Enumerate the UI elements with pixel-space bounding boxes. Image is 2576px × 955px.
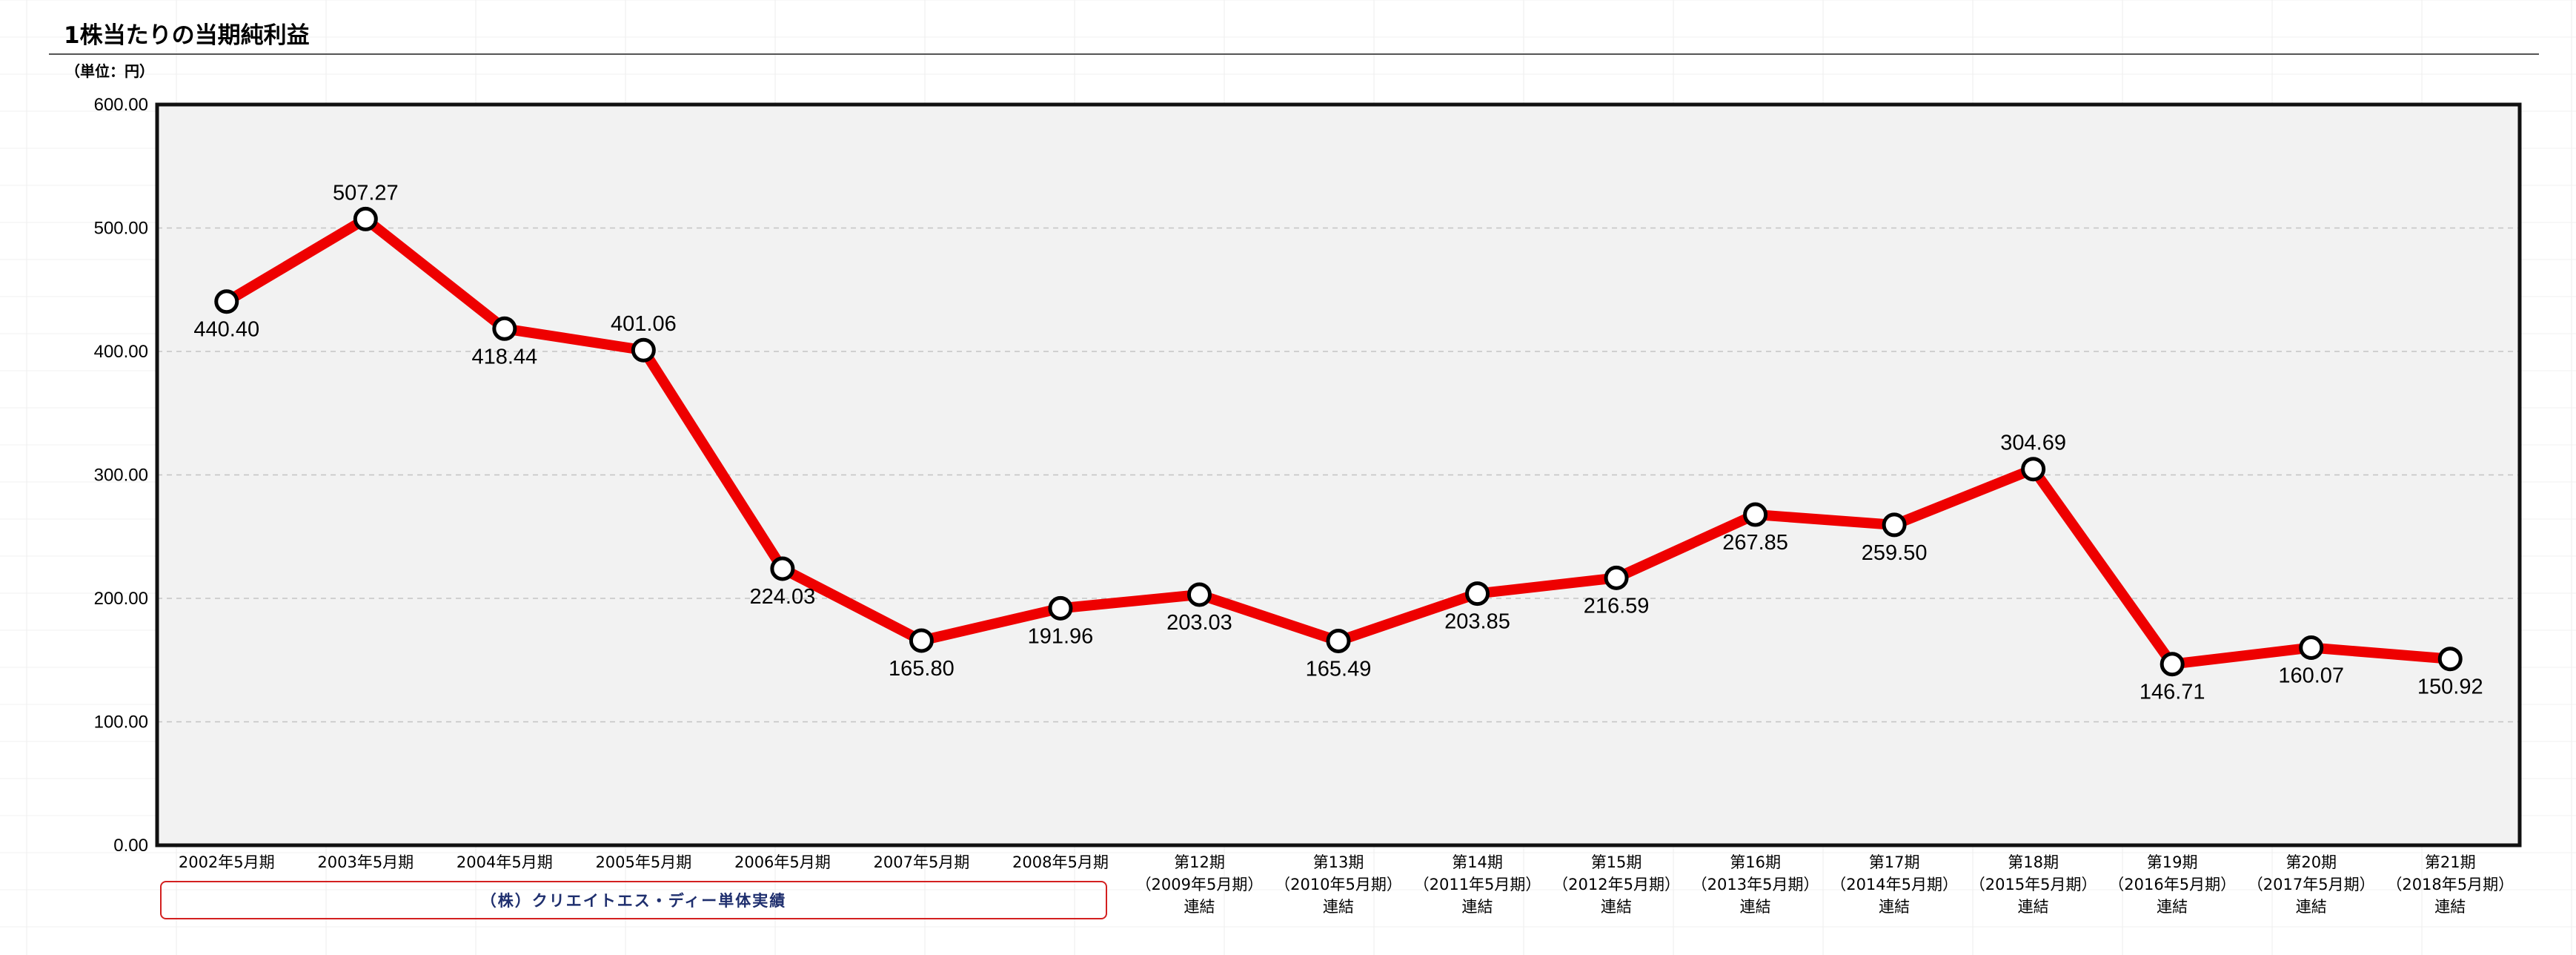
y-tick-label: 500.00 (94, 219, 148, 239)
data-label: 216.59 (1584, 594, 1650, 618)
x-tick-label: 連結 (2434, 898, 2466, 916)
x-tick-label: 2006年5月期 (734, 853, 831, 871)
x-tick-label: （2014年5月期） (1830, 876, 1958, 893)
data-point-marker (353, 206, 378, 231)
x-tick-label: 第20期 (2285, 853, 2337, 871)
data-label: 146.71 (2140, 681, 2205, 704)
data-point-marker (2437, 647, 2463, 672)
x-tick-label: 連結 (1323, 898, 1354, 916)
company-label: （株）クリエイトエス・ディー単体実績 (480, 892, 787, 910)
x-tick-label: 連結 (2296, 898, 2327, 916)
y-tick-label: 100.00 (94, 713, 148, 733)
data-label: 440.40 (193, 318, 259, 342)
x-tick-label: 第15期 (1591, 853, 1642, 871)
x-tick-label: （2012年5月期） (1553, 876, 1680, 893)
data-point-marker (1465, 581, 1490, 607)
title-divider (49, 53, 2539, 55)
x-tick-label: （2018年5月期） (2386, 876, 2514, 893)
data-point-marker (631, 337, 656, 363)
y-tick-label: 400.00 (94, 342, 148, 362)
data-label: 165.49 (1306, 657, 1372, 681)
x-tick-label: （2010年5月期） (1275, 876, 1402, 893)
y-tick-label: 200.00 (94, 589, 148, 609)
x-tick-label: 第12期 (1174, 853, 1225, 871)
x-tick-label: （2009年5月期） (1136, 876, 1264, 893)
data-label: 304.69 (2000, 432, 2066, 455)
data-point-marker (1048, 595, 1073, 621)
x-tick-label: （2017年5月期） (2248, 876, 2375, 893)
data-point-marker (1604, 565, 1629, 590)
data-label: 224.03 (750, 585, 816, 609)
y-tick-label: 300.00 (94, 466, 148, 486)
data-point-marker (909, 628, 934, 653)
data-point-marker (2021, 457, 2046, 482)
data-label: 203.03 (1166, 611, 1232, 635)
data-label: 401.06 (611, 312, 677, 336)
x-tick-label: （2015年5月期） (1970, 876, 2097, 893)
x-tick-label: 2007年5月期 (874, 853, 970, 871)
x-tick-label: 連結 (1740, 898, 1771, 916)
x-tick-label: 連結 (1601, 898, 1632, 916)
x-tick-label: 第16期 (1730, 853, 1781, 871)
y-tick-label: 0.00 (113, 836, 148, 856)
data-point-marker (1743, 502, 1768, 527)
unit-label: （単位：円） (65, 62, 154, 80)
x-tick-label: 第17期 (1869, 853, 1920, 871)
data-label: 267.85 (1722, 531, 1788, 555)
x-tick-label: （2013年5月期） (1692, 876, 1819, 893)
x-tick-label: 連結 (1462, 898, 1493, 916)
data-point-marker (1882, 512, 1907, 538)
data-point-marker (2160, 652, 2185, 677)
x-tick-label: 2003年5月期 (317, 853, 414, 871)
data-label: 191.96 (1028, 624, 1094, 648)
data-label: 418.44 (471, 345, 537, 369)
company-label-box: （株）クリエイトエス・ディー単体実績 (160, 881, 1107, 919)
data-point-marker (1186, 582, 1212, 607)
data-label: 165.80 (889, 657, 955, 681)
x-tick-label: 連結 (1879, 898, 1910, 916)
x-tick-label: （2016年5月期） (2108, 876, 2236, 893)
data-label: 507.27 (333, 181, 399, 205)
x-tick-label: 2004年5月期 (457, 853, 553, 871)
data-point-marker (2299, 635, 2324, 660)
x-tick-label: 第18期 (2008, 853, 2059, 871)
x-tick-label: 連結 (2018, 898, 2049, 916)
x-tick-label: 連結 (2157, 898, 2188, 916)
x-tick-label: 2002年5月期 (179, 853, 275, 871)
data-point-marker (770, 556, 795, 581)
x-tick-label: 第19期 (2147, 853, 2198, 871)
data-label: 259.50 (1862, 541, 1928, 565)
data-point-marker (214, 289, 239, 314)
page-title: 1株当たりの当期純利益 (64, 22, 310, 49)
x-tick-label: 第14期 (1452, 853, 1503, 871)
plot-border (155, 102, 2522, 847)
data-label: 150.92 (2417, 675, 2483, 699)
data-point-marker (1326, 628, 1351, 653)
data-label: 203.85 (1444, 610, 1510, 634)
x-tick-label: （2011年5月期） (1414, 876, 1541, 893)
x-tick-label: 第13期 (1313, 853, 1364, 871)
data-label: 160.07 (2278, 664, 2344, 687)
x-tick-label: 連結 (1184, 898, 1215, 916)
x-tick-label: 2008年5月期 (1012, 853, 1109, 871)
y-tick-label: 600.00 (94, 95, 148, 115)
x-tick-label: 第21期 (2425, 853, 2476, 871)
x-tick-label: 2005年5月期 (595, 853, 691, 871)
data-point-marker (492, 316, 517, 341)
